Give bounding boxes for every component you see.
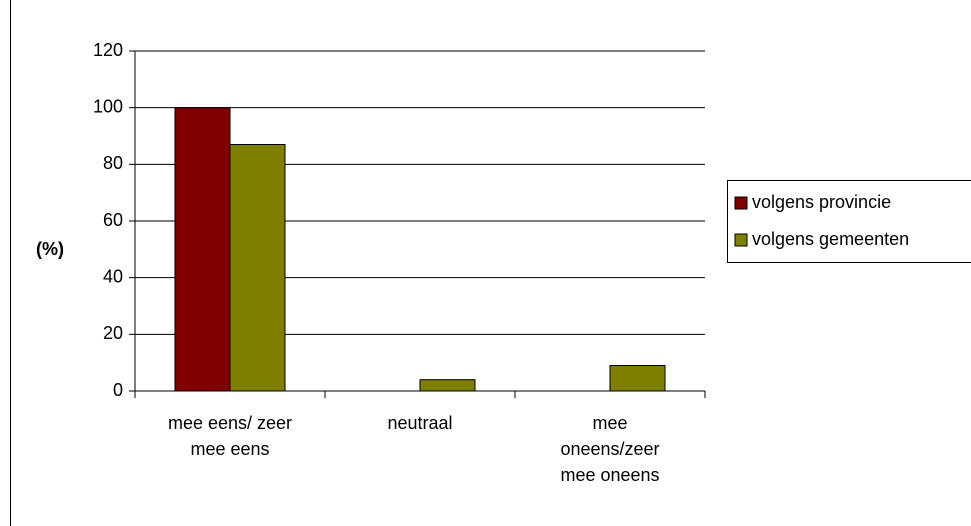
- legend-label: volgens gemeenten: [752, 229, 909, 249]
- y-tick-label: 60: [103, 210, 123, 230]
- y-tick-label: 80: [103, 153, 123, 173]
- bar: [229, 144, 286, 392]
- legend-box: [727, 180, 971, 263]
- y-tick-label: 0: [113, 380, 123, 400]
- legend-label: volgens provincie: [752, 192, 891, 212]
- x-tick-label: neutraal: [387, 413, 453, 433]
- y-tick-label: 40: [103, 266, 123, 286]
- y-tick-label: 100: [93, 96, 123, 116]
- bar: [419, 379, 476, 392]
- x-tick-label: mee eens/ zeer mee eens: [167, 413, 293, 459]
- legend-swatch: [734, 196, 748, 210]
- y-tick-label: 20: [103, 323, 123, 343]
- y-axis-label: (%): [36, 239, 64, 259]
- bar: [609, 365, 666, 392]
- legend-swatch: [734, 233, 748, 247]
- bar: [174, 107, 231, 392]
- x-tick-label: mee oneens/zeer mee oneens: [560, 413, 660, 485]
- y-tick-label: 120: [93, 40, 123, 60]
